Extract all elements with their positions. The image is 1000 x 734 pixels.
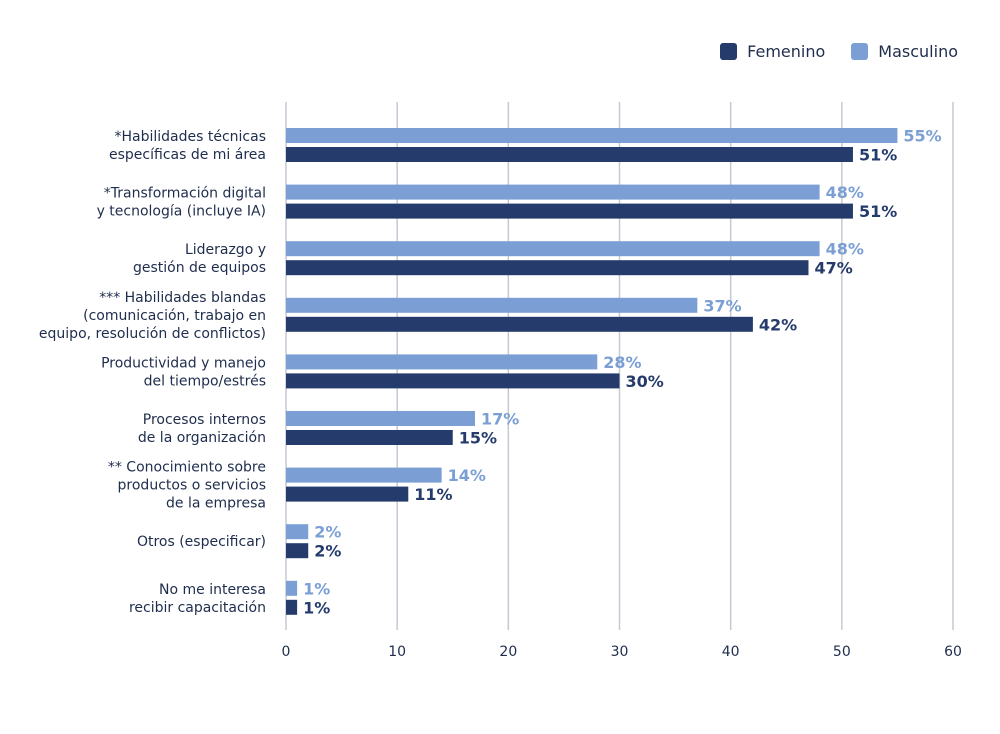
category-label: No me interesa recibir capacitación	[129, 582, 266, 616]
x-tick-label: 10	[388, 644, 406, 660]
category-label-line: ** Conocimiento sobre	[108, 460, 266, 476]
bar-masculino	[286, 580, 298, 596]
category-label: *** Habilidades blandas (comunicación, tr…	[39, 290, 266, 342]
category-label-line: *Habilidades técnicas	[114, 129, 266, 145]
legend-swatch-femenino	[720, 43, 738, 60]
bar-femenino	[286, 430, 453, 445]
data-label-masculino: 48%	[826, 183, 864, 202]
category-label: ** Conocimiento sobre productos o servici…	[108, 460, 266, 512]
legend-item-masculino: Masculino	[851, 42, 958, 61]
category-label: *Habilidades técnicas específicas de mi á…	[109, 129, 266, 163]
category-label-line: específicas de mi área	[109, 147, 266, 163]
data-label-masculino: 37%	[703, 296, 741, 315]
legend-label-masculino: Masculino	[878, 42, 958, 61]
category-label-line: de la organización	[138, 430, 266, 446]
x-axis-ticks: 0 10 20 30 40 50 60	[282, 644, 962, 660]
bar-masculino	[286, 411, 475, 426]
bar-femenino	[286, 147, 853, 162]
category-label-line: de la empresa	[166, 496, 266, 512]
category-label-line: *** Habilidades blandas	[99, 290, 266, 306]
legend-label-femenino: Femenino	[747, 42, 826, 61]
x-tick-label: 50	[833, 644, 851, 660]
bar-femenino	[286, 316, 753, 332]
category-label: Procesos internos de la organización	[138, 412, 266, 446]
data-label-femenino: 47%	[814, 259, 852, 278]
category-label-line: productos o servicios	[118, 478, 266, 494]
category-label: *Transformación digital y tecnología (inc…	[97, 186, 266, 220]
data-label-femenino: 15%	[459, 429, 497, 448]
data-label-femenino: 30%	[626, 372, 664, 391]
category-label-line: equipo, resolución de conflictos)	[39, 326, 266, 342]
bar-masculino	[286, 297, 698, 313]
category-label-line: No me interesa	[159, 582, 266, 598]
category-label-line: *Transformación digital	[104, 186, 266, 202]
category-label-line: Procesos internos	[143, 412, 266, 428]
bar-femenino	[286, 373, 620, 389]
x-tick-label: 60	[944, 644, 962, 660]
category-label-line: del tiempo/estrés	[144, 373, 266, 389]
x-tick-label: 20	[499, 644, 517, 660]
data-label-femenino: 51%	[859, 202, 897, 221]
bar-femenino	[286, 599, 298, 615]
bar-femenino	[286, 260, 809, 276]
bar-masculino	[286, 354, 598, 370]
legend: Femenino Masculino	[720, 42, 958, 61]
data-label-masculino: 48%	[826, 240, 864, 259]
category-label-line: Otros (especificar)	[137, 534, 266, 550]
bar-masculino	[286, 241, 820, 257]
bar-femenino	[286, 203, 853, 219]
category-label: Liderazgo y gestión de equipos	[133, 242, 266, 276]
category-label-line: Liderazgo y	[185, 242, 266, 258]
legend-swatch-masculino	[851, 43, 869, 60]
data-label-femenino: 2%	[314, 542, 341, 561]
data-label-femenino: 42%	[759, 315, 797, 334]
category-label-line: Productividad y manejo	[101, 355, 266, 371]
data-label-masculino: 17%	[481, 410, 519, 429]
category-label-line: recibir capacitación	[129, 600, 266, 616]
category-label: Otros (especificar)	[137, 534, 266, 550]
x-tick-label: 0	[282, 644, 291, 660]
bar-masculino	[286, 467, 442, 483]
x-tick-label: 30	[611, 644, 629, 660]
data-label-masculino: 1%	[303, 579, 330, 598]
data-label-masculino: 28%	[603, 353, 641, 372]
category-label-line: (comunicación, trabajo en	[83, 308, 266, 324]
category-labels: *Habilidades técnicas específicas de mi á…	[39, 129, 266, 616]
legend-item-femenino: Femenino	[720, 42, 825, 61]
data-label-masculino: 14%	[448, 466, 486, 485]
bar-femenino	[286, 543, 309, 559]
data-label-masculino: 55%	[903, 127, 941, 146]
data-label-femenino: 1%	[303, 598, 330, 617]
data-label-femenino: 51%	[859, 146, 897, 165]
data-label-femenino: 11%	[414, 485, 452, 504]
bar-femenino	[286, 486, 409, 502]
bar-masculino	[286, 128, 898, 143]
bars: 55%51%48%51%48%47%37%42%28%30%17%15%14%1…	[286, 127, 942, 617]
category-label: Productividad y manejo del tiempo/estrés	[101, 355, 266, 389]
data-label-masculino: 2%	[314, 523, 341, 542]
category-label-line: gestión de equipos	[133, 260, 266, 276]
bar-masculino	[286, 524, 309, 540]
x-tick-label: 40	[722, 644, 740, 660]
bar-masculino	[286, 184, 820, 200]
category-label-line: y tecnología (incluye IA)	[97, 204, 266, 220]
